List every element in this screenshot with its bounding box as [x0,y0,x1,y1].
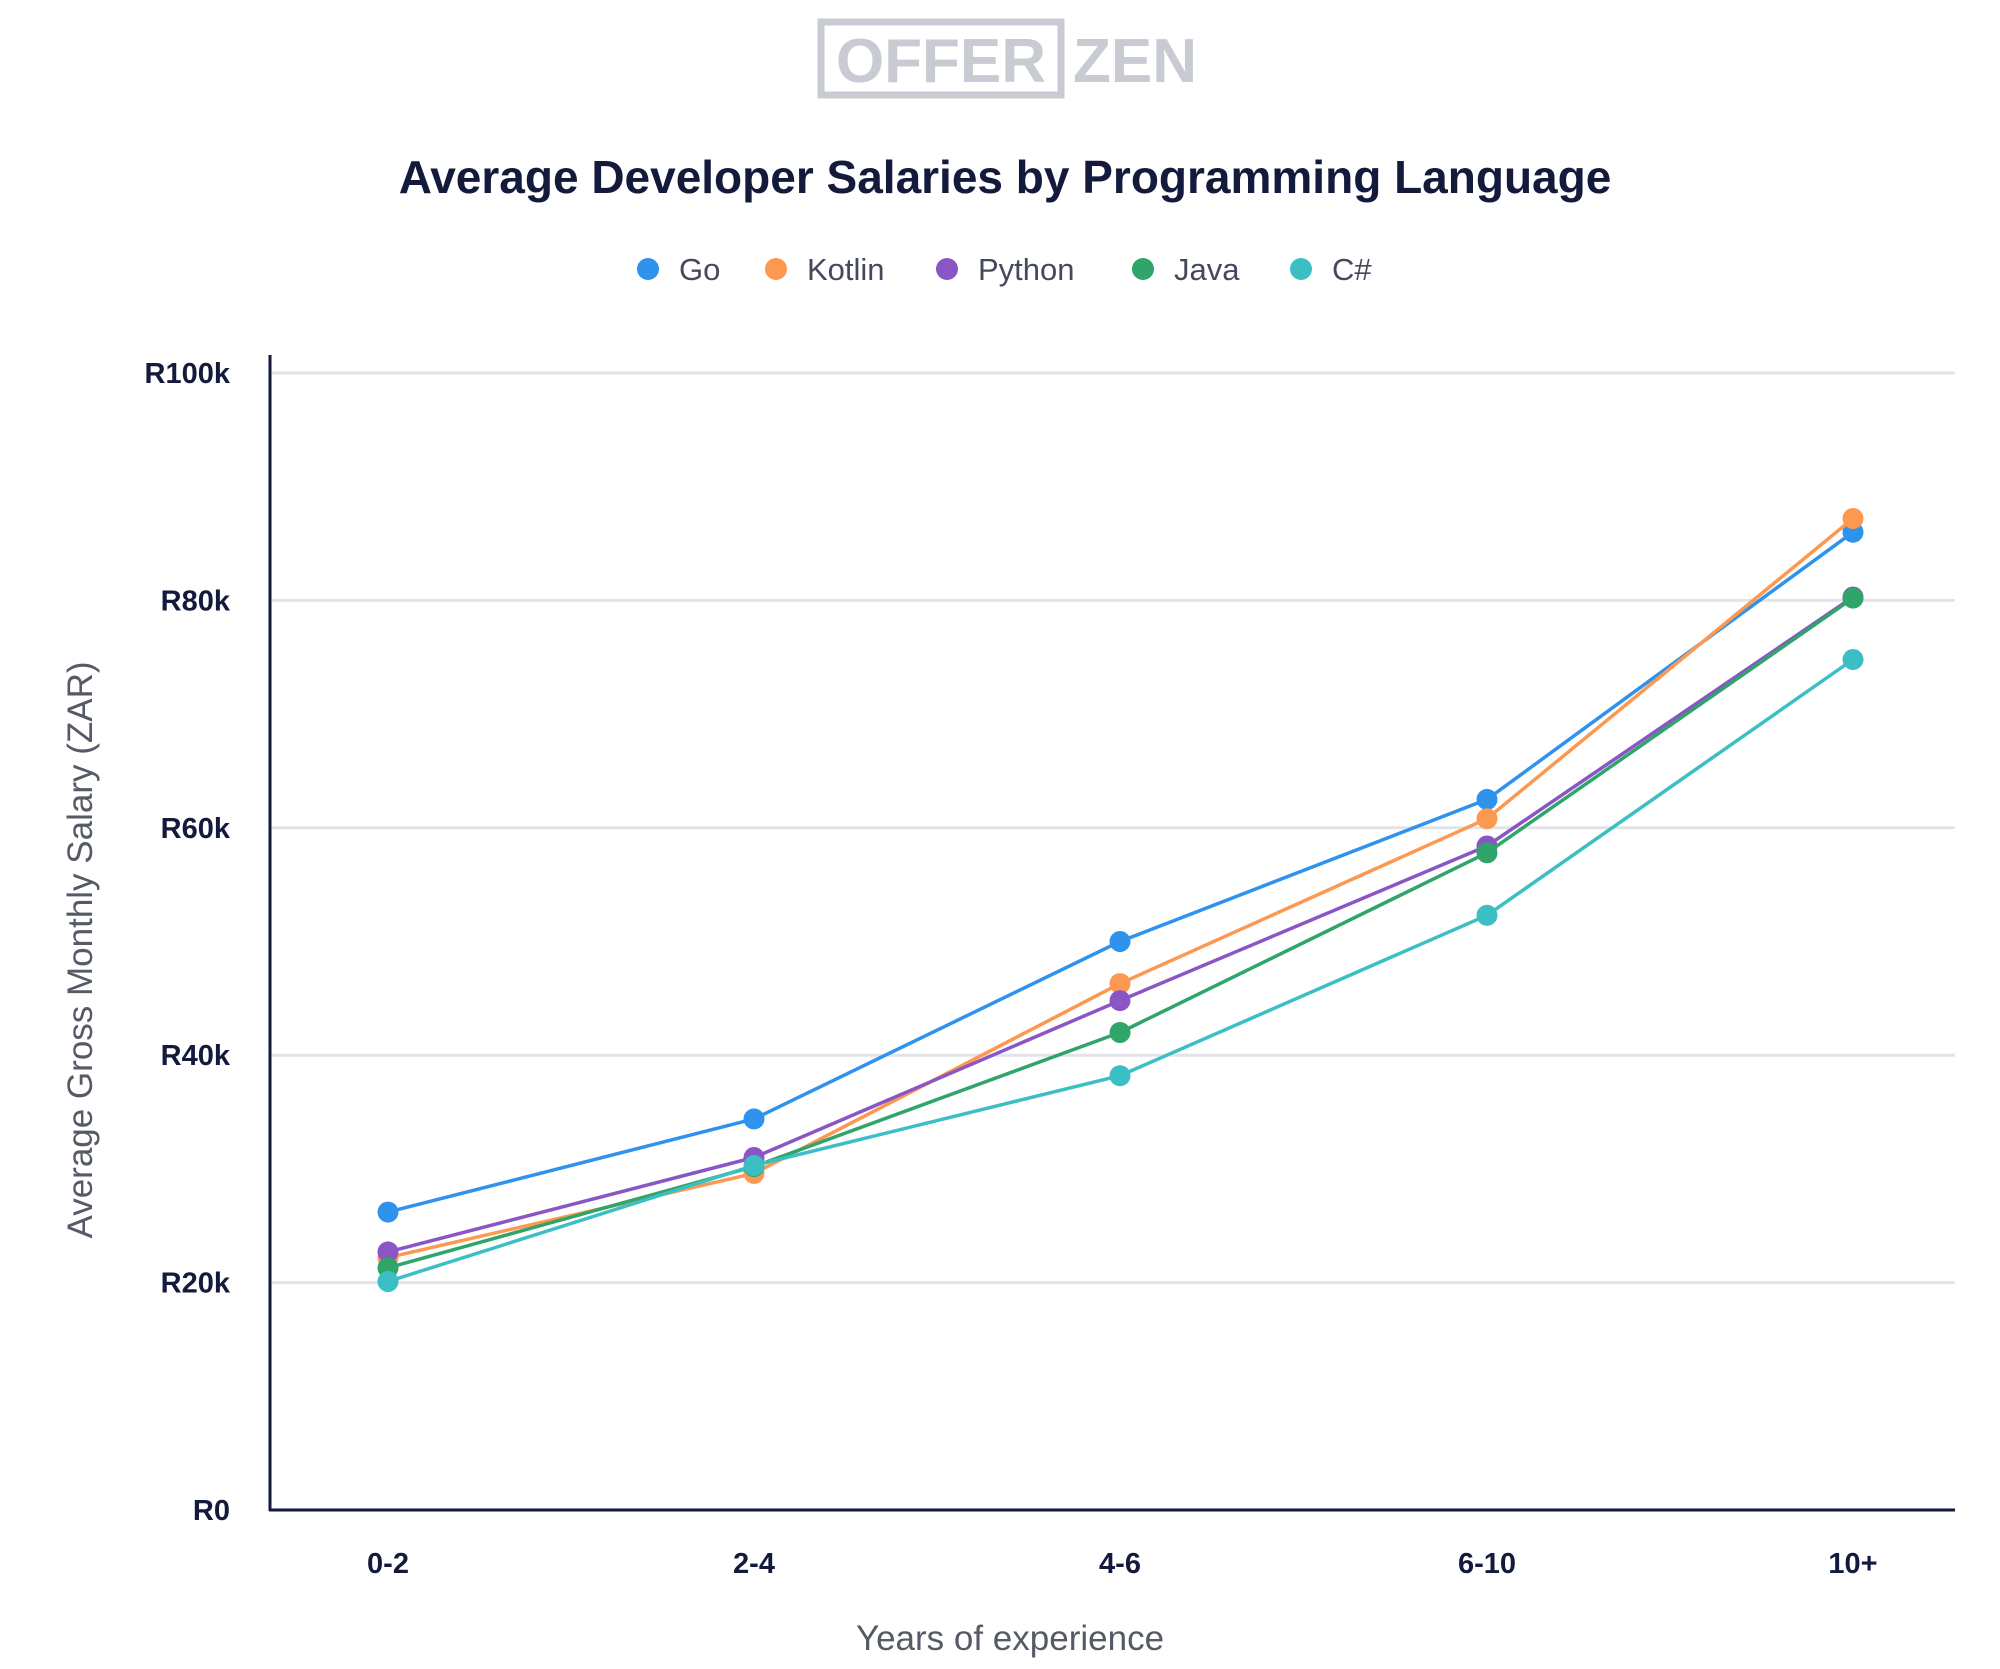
series-line [387,530,1855,1214]
logo-text-offer: OFFER [836,27,1046,96]
data-point [1476,788,1498,810]
legend-label: C# [1332,252,1372,287]
data-point [1476,904,1498,926]
legend-label: Python [978,252,1075,287]
legend-label: Kotlin [807,252,885,287]
data-point [1476,808,1498,830]
legend-item[interactable]: Kotlin [765,252,885,287]
y-tick-label: R40k [161,1040,231,1072]
data-point [743,1108,765,1130]
legend-item[interactable]: C# [1290,252,1372,287]
legend-label: Java [1174,252,1240,287]
legend-item[interactable]: Python [936,252,1075,287]
gridlines [270,371,1955,1285]
series-line [387,595,1854,1254]
data-point [1109,931,1131,952]
data-point [1476,842,1498,864]
y-tick-label: R0 [193,1495,230,1527]
y-axis-ticks: R0 R20k R40k R60k R80k R100k [145,358,231,1527]
y-tick-label: R20k [161,1268,231,1300]
data-point [1109,973,1131,995]
series-csharp [377,649,1864,1292]
offerzen-logo: OFFER ZEN [817,18,1197,99]
data-point [377,1201,399,1223]
legend-marker [765,258,787,280]
legend: Go Kotlin Python Java C# [637,252,1372,287]
x-axis-title: Years of experience [856,1619,1164,1658]
legend-marker [1290,258,1312,280]
y-axis-title: Average Gross Monthly Salary (ZAR) [61,661,100,1238]
legend-item[interactable]: Go [637,252,720,287]
chart-title: Average Developer Salaries by Programmin… [399,151,1612,203]
x-tick-label: 2-4 [733,1548,775,1580]
legend-label: Go [679,252,720,287]
series-line [387,517,1855,1260]
logo-box [817,18,1065,99]
data-point [377,1271,399,1292]
data-point [1109,1065,1131,1087]
y-tick-label: R60k [161,813,231,845]
data-point [1109,990,1131,1012]
legend-marker [1132,258,1154,280]
legend-item[interactable]: Java [1132,252,1240,287]
x-tick-label: 0-2 [367,1548,409,1580]
data-point [1109,1022,1131,1043]
axes [268,355,1955,1512]
x-axis-ticks: 0-2 2-4 4-6 6-10 10+ [367,1548,1878,1580]
data-point [1842,649,1864,670]
data-point [743,1155,765,1176]
logo-text-zen: ZEN [1073,27,1197,96]
series-kotlin [377,508,1864,1269]
legend-marker [637,258,659,280]
data-point [1842,587,1864,609]
series-group [377,508,1864,1292]
data-point [1842,508,1864,529]
legend-marker [936,258,958,280]
x-tick-label: 4-6 [1099,1548,1141,1580]
x-tick-label: 6-10 [1458,1548,1516,1580]
data-point [377,1241,399,1263]
series-java [377,587,1864,1279]
y-tick-label: R100k [145,358,231,390]
series-go [377,521,1864,1223]
y-tick-label: R80k [161,585,231,617]
x-tick-label: 10+ [1828,1548,1877,1580]
